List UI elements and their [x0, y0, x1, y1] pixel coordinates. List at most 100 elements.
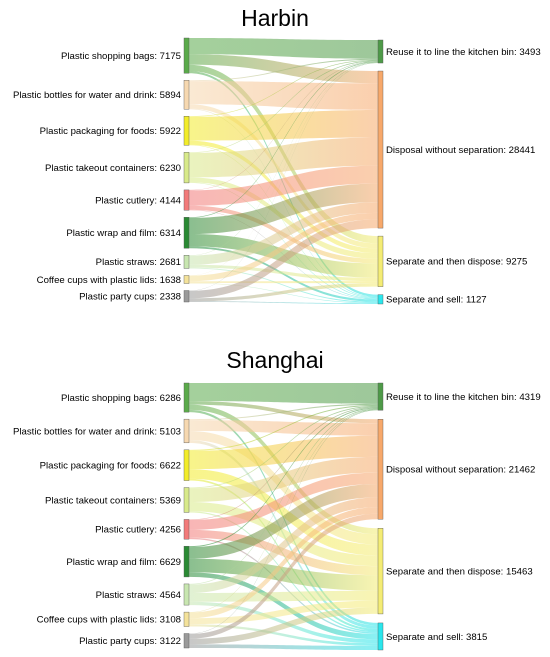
shanghai-link-plastic-party-cups-to-separate-and-sell: [189, 644, 378, 650]
harbin-source-node-plastic-straws: [183, 255, 190, 269]
harbin-target-label-disposal-without-separation: Disposal without separation: 28441: [386, 145, 535, 156]
harbin-link-plastic-party-cups-to-disposal-without-separation: [189, 219, 378, 299]
shanghai-link-plastic-party-cups-to-separate-and-then-dispose: [189, 607, 378, 645]
harbin-link-plastic-straws-to-reuse-it-to-line-the-kitchen-bin: [189, 62, 378, 256]
harbin-source-node-plastic-party-cups: [183, 290, 190, 303]
harbin-link-plastic-bottles-for-water-and-drink-to-reuse-it-to-line-the-kitchen-bin: [189, 58, 378, 82]
shanghai-nodes: Plastic shopping bags: 6286 Plastic bottl…: [13, 382, 541, 651]
harbin-source-node-plastic-cutlery: [183, 189, 190, 211]
harbin-source-label-plastic-shopping-bags: Plastic shopping bags: 7175: [61, 51, 181, 62]
harbin-link-plastic-takeout-containers-to-reuse-it-to-line-the-kitchen-bin: [189, 60, 378, 153]
shanghai-link-plastic-wrap-and-film-to-disposal-without-separation: [189, 483, 378, 559]
shanghai-link-plastic-bottles-for-water-and-drink-to-separate-and-then-dispose: [189, 430, 378, 545]
harbin-links: [189, 38, 378, 304]
shanghai-target-label-disposal-without-separation: Disposal without separation: 21462: [386, 465, 535, 476]
shanghai-source-node-plastic-cutlery: [183, 519, 190, 540]
harbin-link-plastic-straws-to-disposal-without-separation: [189, 202, 378, 265]
shanghai-source-node-plastic-straws: [183, 583, 190, 606]
shanghai-link-coffee-cups-with-plastic-lids-to-separate-and-sell: [189, 624, 378, 646]
harbin-link-coffee-cups-with-plastic-lids-to-reuse-it-to-line-the-kitchen-bin: [189, 62, 378, 276]
shanghai-link-plastic-shopping-bags-to-reuse-it-to-line-the-kitchen-bin: [189, 383, 378, 404]
shanghai-target-label-separate-and-then-dispose: Separate and then dispose: 15463: [386, 566, 533, 577]
shanghai-source-label-plastic-shopping-bags: Plastic shopping bags: 6286: [61, 393, 181, 404]
shanghai-link-plastic-party-cups-to-reuse-it-to-line-the-kitchen-bin: [189, 409, 378, 634]
shanghai-link-coffee-cups-with-plastic-lids-to-disposal-without-separation: [189, 507, 378, 619]
harbin-source-label-plastic-wrap-and-film: Plastic wrap and film: 6314: [66, 228, 181, 239]
harbin-link-plastic-packaging-for-foods-to-separate-and-sell: [189, 144, 378, 299]
harbin-link-coffee-cups-with-plastic-lids-to-separate-and-then-dispose: [189, 281, 378, 284]
harbin-source-node-plastic-wrap-and-film: [183, 217, 190, 249]
shanghai-target-node-separate-and-then-dispose: [377, 528, 384, 615]
shanghai-source-node-plastic-wrap-and-film: [183, 545, 190, 578]
harbin-link-plastic-packaging-for-foods-to-reuse-it-to-line-the-kitchen-bin: [189, 59, 378, 117]
harbin-title: Harbin: [241, 5, 309, 31]
shanghai-link-plastic-wrap-and-film-to-reuse-it-to-line-the-kitchen-bin: [189, 407, 378, 548]
shanghai-source-label-coffee-cups-with-plastic-lids: Coffee cups with plastic lids: 3108: [37, 615, 181, 626]
shanghai-link-plastic-straws-to-disposal-without-separation: [189, 497, 378, 594]
shanghai-source-label-plastic-cutlery: Plastic cutlery: 4256: [95, 525, 181, 536]
harbin-target-node-separate-and-then-dispose: [377, 235, 384, 287]
shanghai-source-label-plastic-takeout-containers: Plastic takeout containers: 5369: [45, 495, 181, 506]
harbin-link-plastic-packaging-for-foods-to-disposal-without-separation: [189, 109, 378, 141]
shanghai-source-label-plastic-party-cups: Plastic party cups: 3122: [79, 636, 181, 647]
shanghai-links: [189, 383, 378, 650]
shanghai-link-plastic-packaging-for-foods-to-disposal-without-separation: [189, 435, 378, 470]
harbin-link-plastic-takeout-containers-to-disposal-without-separation: [189, 137, 378, 178]
harbin-link-plastic-wrap-and-film-to-disposal-without-separation: [189, 183, 378, 235]
shanghai-link-plastic-packaging-for-foods-to-reuse-it-to-line-the-kitchen-bin: [189, 404, 378, 451]
harbin-source-label-plastic-cutlery: Plastic cutlery: 4144: [95, 195, 182, 206]
shanghai-target-node-separate-and-sell: [377, 622, 384, 651]
shanghai-source-node-plastic-shopping-bags: [183, 382, 190, 413]
harbin-link-plastic-shopping-bags-to-disposal-without-separation: [189, 54, 378, 84]
harbin-link-plastic-cutlery-to-disposal-without-separation: [189, 165, 378, 206]
shanghai-link-plastic-wrap-and-film-to-separate-and-sell: [189, 572, 378, 640]
shanghai-link-plastic-shopping-bags-to-separate-and-then-dispose: [189, 404, 378, 535]
harbin-target-label-separate-and-sell: Separate and sell: 1127: [386, 295, 487, 306]
shanghai-link-coffee-cups-with-plastic-lids-to-reuse-it-to-line-the-kitchen-bin: [189, 409, 378, 613]
shanghai-link-plastic-bottles-for-water-and-drink-to-reuse-it-to-line-the-kitchen-bin: [189, 403, 378, 421]
harbin-link-plastic-shopping-bags-to-reuse-it-to-line-the-kitchen-bin: [189, 38, 378, 59]
harbin-target-label-separate-and-then-dispose: Separate and then dispose: 9275: [386, 257, 527, 268]
shanghai-title: Shanghai: [226, 347, 323, 373]
harbin-link-plastic-party-cups-to-reuse-it-to-line-the-kitchen-bin: [189, 62, 378, 291]
shanghai-target-node-reuse-it-to-line-the-kitchen-bin: [377, 382, 384, 411]
harbin-source-node-plastic-shopping-bags: [183, 37, 190, 74]
shanghai-source-node-plastic-bottles-for-water-and-drink: [183, 418, 190, 444]
harbin-link-plastic-straws-to-separate-and-sell: [189, 267, 378, 303]
harbin-source-label-plastic-straws: Plastic straws: 2681: [96, 257, 181, 268]
harbin-target-node-separate-and-sell: [377, 294, 384, 305]
shanghai-source-label-plastic-packaging-for-foods: Plastic packaging for foods: 6622: [40, 460, 181, 471]
shanghai-link-plastic-straws-to-reuse-it-to-line-the-kitchen-bin: [189, 408, 378, 585]
harbin-source-node-plastic-bottles-for-water-and-drink: [183, 80, 190, 110]
shanghai-link-plastic-takeout-containers-to-disposal-without-separation: [189, 456, 378, 502]
harbin-source-label-plastic-bottles-for-water-and-drink: Plastic bottles for water and drink: 589…: [13, 90, 182, 101]
shanghai-source-node-plastic-party-cups: [183, 633, 190, 649]
harbin-link-plastic-party-cups-to-separate-and-then-dispose: [189, 283, 378, 302]
harbin-target-node-disposal-without-separation: [377, 70, 384, 229]
shanghai-target-label-separate-and-sell: Separate and sell: 3815: [386, 632, 487, 643]
harbin-source-label-plastic-takeout-containers: Plastic takeout containers: 6230: [45, 163, 181, 174]
shanghai-source-node-coffee-cups-with-plastic-lids: [183, 611, 190, 627]
shanghai-link-plastic-straws-to-separate-and-sell: [189, 601, 378, 644]
shanghai-link-plastic-takeout-containers-to-reuse-it-to-line-the-kitchen-bin: [189, 405, 378, 489]
harbin-link-plastic-wrap-and-film-to-reuse-it-to-line-the-kitchen-bin: [189, 61, 378, 218]
harbin-target-label-reuse-it-to-line-the-kitchen-bin: Reuse it to line the kitchen bin: 3493: [386, 47, 541, 58]
shanghai-target-label-reuse-it-to-line-the-kitchen-bin: Reuse it to line the kitchen bin: 4319: [386, 392, 541, 403]
harbin-link-coffee-cups-with-plastic-lids-to-disposal-without-separation: [189, 212, 378, 282]
shanghai-link-coffee-cups-with-plastic-lids-to-separate-and-then-dispose: [189, 600, 378, 625]
shanghai-link-plastic-straws-to-separate-and-then-dispose: [189, 590, 378, 602]
harbin-link-plastic-bottles-for-water-and-drink-to-disposal-without-separation: [189, 81, 378, 110]
harbin-source-node-coffee-cups-with-plastic-lids: [183, 275, 190, 284]
shanghai-panel: Shanghai Plastic shopping bags: 6286Plas…: [13, 347, 541, 651]
harbin-target-node-reuse-it-to-line-the-kitchen-bin: [377, 39, 384, 64]
harbin-link-plastic-bottles-for-water-and-drink-to-separate-and-then-dispose: [189, 104, 378, 249]
harbin-source-node-plastic-takeout-containers: [183, 152, 190, 184]
harbin-link-plastic-party-cups-to-separate-and-sell: [189, 301, 378, 304]
shanghai-source-label-plastic-straws: Plastic straws: 4564: [96, 590, 182, 601]
harbin-source-label-plastic-party-cups: Plastic party cups: 2338: [79, 292, 181, 303]
shanghai-source-node-plastic-takeout-containers: [183, 487, 190, 513]
shanghai-link-plastic-cutlery-to-separate-and-sell: [189, 537, 378, 635]
harbin-panel: Harbin Plastic shopping bags: 7175 Plasti…: [13, 5, 541, 306]
shanghai-source-node-plastic-packaging-for-foods: [183, 449, 190, 481]
